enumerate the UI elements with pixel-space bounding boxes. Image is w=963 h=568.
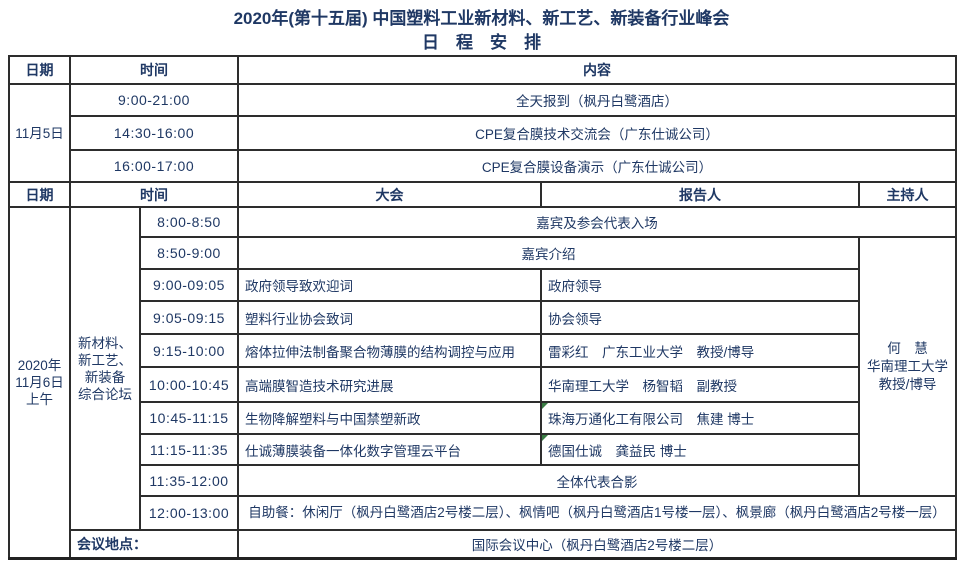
table-row: 9:15-10:00 熔体拉伸法制备聚合物薄膜的结构调控与应用 雷彩红 广东工业…	[9, 333, 956, 368]
forum-cell: 新材料、 新工艺、 新装备 综合论坛	[69, 206, 141, 531]
time-cell: 14:30-16:00	[69, 115, 239, 151]
table-row: 2020年11月6日上午 新材料、 新工艺、 新装备 综合论坛 8:00-8:5…	[8, 206, 958, 559]
moderator-affiliation: 华南理工大学	[867, 358, 949, 374]
header-date: 日期	[8, 55, 71, 85]
header-date: 日期	[8, 181, 71, 208]
session-cell: 生物降解塑料与中国禁塑新政	[237, 401, 542, 435]
header-time: 时间	[69, 181, 239, 208]
time-cell: 9:05-09:15	[139, 300, 239, 335]
venue-label: 会议地点：	[69, 529, 239, 559]
speaker-cell: 协会领导	[540, 300, 860, 335]
content-cell: 全天报到（枫丹白鹭酒店）	[236, 83, 958, 117]
section2-header-row: 日期 时间 大会 报告人 主持人	[8, 181, 958, 208]
session-cell: 熔体拉伸法制备聚合物薄膜的结构调控与应用	[237, 333, 542, 368]
session-cell: 嘉宾介绍	[237, 236, 860, 270]
forum-line: 综合论坛	[78, 386, 132, 402]
date-cell-nov5: 11月5日	[8, 83, 71, 183]
moderator-cell: 何 慧 华南理工大学 教授/博导	[857, 236, 958, 497]
venue-value: 国际会议中心（枫丹白鹭酒店2号楼二层）	[236, 529, 958, 559]
time-cell: 10:45-11:15	[139, 401, 239, 435]
table-row: 16:00-17:00 CPE复合膜设备演示（广东仕诚公司）	[9, 149, 958, 183]
schedule-table: 日期 时间 内容 11月5日 9:00-21:00 全天报到（枫丹白鹭酒店） 1…	[8, 55, 958, 560]
table-row: 9:00-09:05 政府领导致欢迎词 政府领导	[9, 268, 956, 302]
speaker-cell: 德国仕诚 龚益民 博士	[540, 433, 860, 466]
table-row: 14:30-16:00 CPE复合膜技术交流会（广东仕诚公司）	[9, 115, 958, 151]
section1-header-row: 日期 时间 内容	[8, 55, 958, 85]
moderator-name: 何 慧	[887, 340, 928, 356]
time-cell: 11:35-12:00	[139, 464, 239, 497]
session-cell: 政府领导致欢迎词	[237, 268, 542, 302]
session-cell: 塑料行业协会致词	[237, 300, 542, 335]
schedule-subtitle: 日 程 安 排	[422, 33, 541, 52]
header-content: 内容	[236, 55, 958, 85]
forum-line: 新材料、	[78, 335, 132, 351]
time-cell: 12:00-13:00	[139, 495, 239, 531]
table-row: 10:45-11:15 生物降解塑料与中国禁塑新政 珠海万通化工有限公司 焦建 …	[9, 401, 956, 435]
venue-row: 会议地点： 国际会议中心（枫丹白鹭酒店2号楼二层）	[9, 529, 958, 559]
session-cell: 全体代表合影	[236, 464, 958, 497]
time-cell: 9:00-21:00	[69, 83, 239, 117]
table-row: 11:35-12:00 全体代表合影	[9, 464, 958, 497]
date-cell-nov6: 2020年11月6日上午	[8, 206, 71, 559]
forum-line: 新工艺、	[78, 352, 132, 368]
time-cell: 8:50-9:00	[139, 236, 239, 270]
session-cell: 高端膜智造技术研究进展	[237, 366, 542, 403]
session-cell: 嘉宾及参会代表入场	[236, 206, 958, 238]
table-row: 10:00-10:45 高端膜智造技术研究进展 华南理工大学 杨智韬 副教授	[9, 366, 956, 403]
time-cell: 9:15-10:00	[139, 333, 239, 368]
table-row: 11月5日 9:00-21:00 全天报到（枫丹白鹭酒店）	[8, 83, 958, 183]
speaker-cell: 华南理工大学 杨智韬 副教授	[540, 366, 860, 403]
moderator-title: 教授/博导	[878, 376, 937, 392]
table-row: 11:15-11:35 仕诚薄膜装备一体化数字管理云平台 德国仕诚 龚益民 博士	[9, 433, 956, 466]
time-cell: 8:00-8:50	[139, 206, 239, 238]
table-row: 9:05-09:15 塑料行业协会致词 协会领导	[9, 300, 956, 335]
session-cell: 仕诚薄膜装备一体化数字管理云平台	[237, 433, 542, 466]
content-cell: CPE复合膜设备演示（广东仕诚公司）	[236, 149, 958, 183]
header-moderator: 主持人	[857, 181, 958, 208]
header-session: 大会	[237, 181, 542, 208]
table-row: 12:00-13:00 自助餐：休闲厅（枫丹白鹭酒店2号楼二层）、枫情吧（枫丹白…	[9, 495, 958, 531]
header-time: 时间	[69, 55, 239, 85]
time-cell: 16:00-17:00	[69, 149, 239, 183]
page-title: 2020年(第十五届) 中国塑料工业新材料、新工艺、新装备行业峰会 日 程 安 …	[0, 0, 963, 55]
header-speaker: 报告人	[540, 181, 860, 208]
speaker-cell: 政府领导	[540, 268, 860, 302]
content-cell: CPE复合膜技术交流会（广东仕诚公司）	[236, 115, 958, 151]
speaker-cell: 雷彩红 广东工业大学 教授/博导	[540, 333, 860, 368]
time-cell: 11:15-11:35	[139, 433, 239, 466]
table-row: 8:50-9:00 嘉宾介绍 何 慧 华南理工大学 教授/博导	[9, 236, 958, 497]
forum-line: 新装备	[84, 369, 126, 385]
conference-title: 2020年(第十五届) 中国塑料工业新材料、新工艺、新装备行业峰会	[233, 9, 730, 28]
session-cell: 自助餐：休闲厅（枫丹白鹭酒店2号楼二层）、枫情吧（枫丹白鹭酒店1号楼一层）、枫景…	[236, 495, 958, 531]
time-cell: 9:00-09:05	[139, 268, 239, 302]
time-cell: 10:00-10:45	[139, 366, 239, 403]
speaker-cell: 珠海万通化工有限公司 焦建 博士	[540, 401, 860, 435]
